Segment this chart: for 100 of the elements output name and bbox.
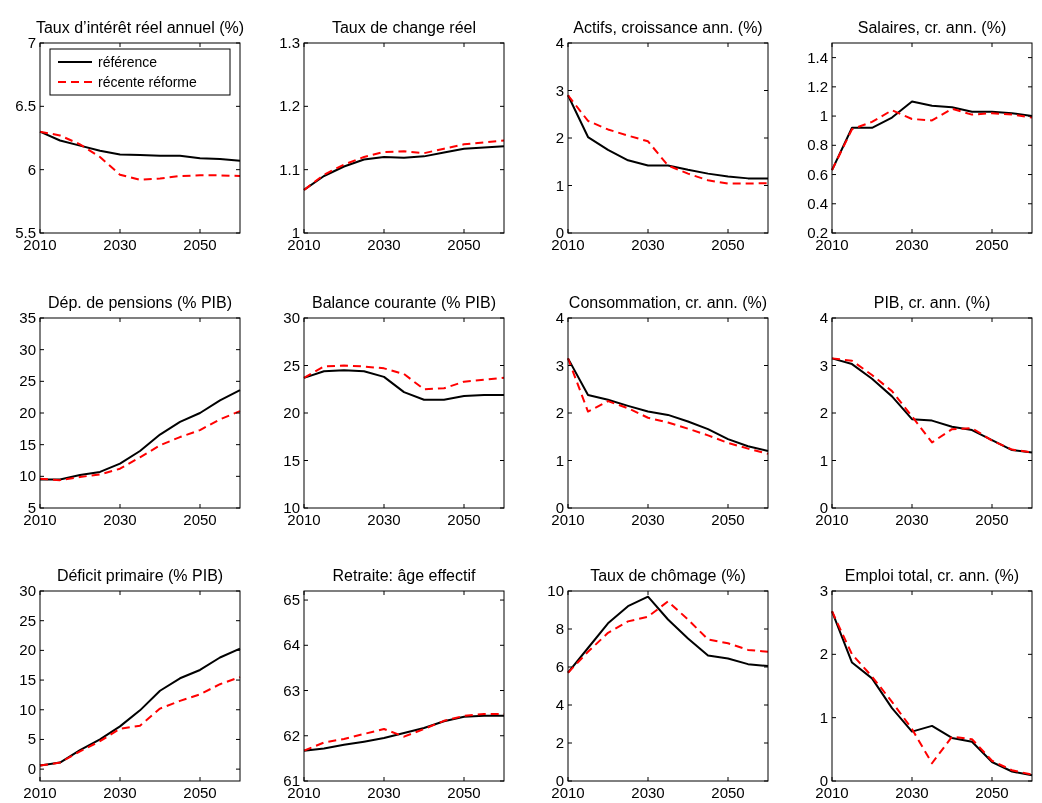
- x-tick-label: 2030: [631, 511, 665, 528]
- y-tick-label: 30: [19, 340, 36, 358]
- y-tick-label: 15: [19, 435, 36, 453]
- y-tick-label: 2: [555, 129, 564, 146]
- chart-title: Balance courante (% PIB): [311, 294, 497, 311]
- y-tick-label: 1: [555, 451, 564, 469]
- y-tick-label: 1.4: [807, 48, 828, 66]
- chart-title: PIB, cr. ann. (%): [873, 294, 991, 311]
- y-tick-label: 5: [27, 499, 36, 516]
- x-tick-label: 2050: [711, 236, 745, 253]
- y-tick-label: 35: [19, 309, 36, 326]
- line-series: [303, 364, 505, 391]
- chart-title: Salaires, cr. ann. (%): [857, 19, 1007, 36]
- y-tick-label: 3: [819, 356, 828, 374]
- y-tick-label: 0: [555, 772, 564, 789]
- x-tick-label: 2050: [183, 784, 217, 801]
- y-tick-label: 0.4: [807, 194, 828, 212]
- x-tick-label: 2010: [23, 784, 57, 801]
- y-tick-label: 1.2: [279, 97, 300, 115]
- y-tick-label: 6: [27, 160, 36, 178]
- y-tick-label: 20: [19, 641, 36, 659]
- y-tick-label: 61: [283, 772, 300, 789]
- y-tick-label: 63: [283, 681, 300, 699]
- y-tick-label: 30: [19, 582, 36, 599]
- y-tick-label: 0: [555, 499, 564, 516]
- y-tick-label: 4: [555, 34, 564, 51]
- y-tick-label: 1.1: [279, 160, 300, 178]
- line-series: [39, 410, 241, 482]
- y-tick-label: 64: [283, 636, 300, 654]
- y-tick-label: 4: [555, 309, 564, 326]
- y-tick-label: 1: [555, 176, 564, 194]
- y-tick-label: 1.2: [807, 77, 828, 95]
- y-tick-label: 10: [283, 499, 300, 516]
- y-tick-label: 65: [283, 591, 300, 609]
- x-tick-label: 2030: [103, 236, 137, 253]
- y-tick-label: 25: [283, 356, 300, 374]
- x-tick-label: 2030: [103, 784, 137, 801]
- chart-title: Consommation, cr. ann. (%): [568, 294, 768, 311]
- x-tick-label: 2050: [183, 236, 217, 253]
- x-tick-label: 2030: [631, 236, 665, 253]
- x-tick-label: 2030: [367, 236, 401, 253]
- y-tick-label: 0: [819, 772, 828, 789]
- y-tick-label: 2: [819, 645, 828, 663]
- y-tick-label: 0.8: [807, 136, 828, 154]
- y-tick-label: 10: [547, 582, 564, 599]
- y-tick-label: 0: [819, 499, 828, 516]
- legend-label: récente réforme: [98, 74, 198, 90]
- x-tick-label: 2050: [975, 236, 1009, 253]
- y-tick-label: 3: [555, 81, 564, 99]
- chart-title: Actifs, croissance ann. (%): [573, 19, 763, 36]
- x-tick-label: 2050: [447, 236, 481, 253]
- y-tick-label: 6.5: [15, 97, 36, 115]
- y-tick-label: 1: [819, 451, 828, 469]
- x-tick-label: 2050: [447, 511, 481, 528]
- y-tick-label: 4: [819, 309, 828, 326]
- y-tick-label: 10: [19, 467, 36, 485]
- y-tick-label: 15: [283, 451, 300, 469]
- y-tick-label: 5.5: [15, 224, 36, 241]
- y-tick-label: 15: [19, 671, 36, 689]
- x-tick-label: 2050: [447, 784, 481, 801]
- y-tick-label: 1: [291, 224, 300, 241]
- y-tick-label: 2: [819, 404, 828, 421]
- x-tick-label: 2030: [631, 784, 665, 801]
- x-tick-label: 2050: [183, 511, 217, 528]
- y-tick-label: 2: [555, 734, 564, 751]
- y-tick-label: 20: [19, 404, 36, 421]
- x-tick-label: 2030: [103, 511, 137, 528]
- x-tick-label: 2030: [895, 236, 929, 253]
- y-tick-label: 10: [19, 700, 36, 718]
- chart-title: Taux de chômage (%): [590, 567, 746, 584]
- y-tick-label: 20: [283, 404, 300, 421]
- chart-title: Taux de change réel: [331, 19, 477, 36]
- y-tick-label: 0: [27, 760, 36, 778]
- chart-title: Retraite: âge effectif: [332, 567, 476, 584]
- chart-title: Emploi total, cr. ann. (%): [844, 567, 1020, 584]
- x-tick-label: 2050: [975, 511, 1009, 528]
- line-series: [39, 130, 241, 181]
- y-tick-label: 1.3: [279, 34, 300, 51]
- legend-label: référence: [98, 54, 158, 70]
- x-tick-label: 2030: [367, 511, 401, 528]
- y-tick-label: 1: [819, 708, 828, 726]
- y-tick-label: 7: [27, 34, 36, 51]
- y-tick-label: 30: [283, 309, 300, 326]
- x-tick-label: 2050: [975, 784, 1009, 801]
- chart-title: Taux d’intérêt réel annuel (%): [35, 19, 245, 36]
- y-tick-label: 25: [19, 611, 36, 629]
- y-tick-label: 2: [555, 404, 564, 421]
- y-tick-label: 62: [283, 726, 300, 744]
- x-tick-label: 2050: [711, 784, 745, 801]
- x-tick-label: 2030: [895, 511, 929, 528]
- chart-title: Déficit primaire (% PIB): [56, 567, 224, 584]
- y-tick-label: 0: [555, 224, 564, 241]
- y-tick-label: 3: [819, 582, 828, 599]
- chart-title: Dép. de pensions (% PIB): [47, 294, 233, 311]
- y-tick-label: 6: [555, 658, 564, 675]
- x-tick-label: 2050: [711, 511, 745, 528]
- y-tick-label: 8: [555, 620, 564, 637]
- y-tick-label: 0.6: [807, 165, 828, 183]
- y-tick-label: 4: [555, 696, 564, 713]
- x-tick-label: 2030: [367, 784, 401, 801]
